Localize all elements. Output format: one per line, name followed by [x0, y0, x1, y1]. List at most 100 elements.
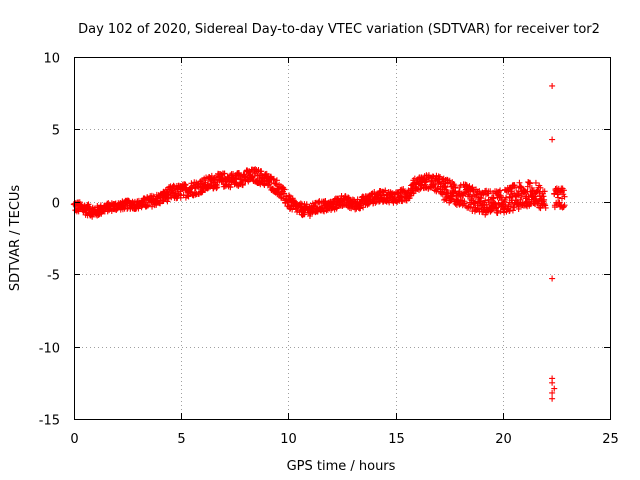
data-point — [241, 171, 248, 178]
data-point — [540, 193, 547, 200]
data-point — [515, 191, 522, 198]
late-cluster-point — [561, 202, 568, 209]
data-point — [470, 187, 477, 194]
data-point — [213, 185, 220, 192]
data-point — [502, 203, 509, 210]
data-point — [510, 204, 517, 211]
data-point — [521, 189, 528, 196]
outlier-point — [549, 389, 556, 396]
data-point — [85, 201, 92, 208]
data-point — [537, 205, 544, 212]
data-point — [443, 176, 450, 183]
data-point — [509, 207, 516, 214]
data-point — [439, 191, 446, 198]
x-tick-label: 15 — [388, 432, 405, 447]
data-point — [541, 188, 548, 195]
data-point — [446, 199, 453, 206]
x-tick-label: 20 — [495, 432, 512, 447]
data-point — [450, 192, 457, 199]
data-point — [497, 187, 504, 194]
data-point — [542, 204, 549, 211]
x-axis-title: GPS time / hours — [287, 459, 396, 474]
data-point — [435, 179, 442, 186]
data-point — [198, 189, 205, 196]
data-point — [459, 197, 466, 204]
data-point — [513, 197, 520, 204]
data-point — [411, 175, 418, 182]
data-point — [537, 184, 544, 191]
axis-ticks — [74, 57, 611, 420]
data-point — [239, 181, 246, 188]
data-point — [145, 202, 152, 209]
data-point — [428, 178, 435, 185]
data-point — [164, 198, 171, 205]
data-point — [310, 203, 317, 210]
grid-lines — [74, 57, 610, 419]
y-tick-label: -10 — [39, 342, 60, 357]
data-point — [452, 200, 459, 207]
outlier-point — [549, 395, 556, 402]
data-point — [185, 193, 192, 200]
data-point — [516, 179, 523, 186]
data-point — [221, 170, 228, 177]
data-point — [490, 195, 497, 202]
data-point — [526, 180, 533, 187]
data-point — [177, 194, 184, 201]
outlier-point — [549, 82, 556, 89]
data-point — [532, 197, 539, 204]
data-point — [480, 206, 487, 213]
y-tick-label: -15 — [39, 414, 60, 429]
data-point — [488, 207, 495, 214]
late-cluster-point — [560, 187, 567, 194]
data-point — [168, 194, 175, 201]
data-point — [425, 172, 432, 179]
data-point — [471, 208, 478, 215]
data-point — [470, 200, 477, 207]
data-point — [536, 204, 543, 211]
data-point — [516, 201, 523, 208]
x-tick-label: 10 — [280, 432, 297, 447]
y-tick-labels: -15 -10 -5 0 5 10 — [39, 52, 60, 429]
data-point — [450, 180, 457, 187]
outlier-point — [549, 379, 556, 386]
x-tick-label: 25 — [602, 432, 619, 447]
data-point — [346, 195, 353, 202]
data-point — [495, 207, 502, 214]
data-point — [487, 208, 494, 215]
data-point — [218, 171, 225, 178]
data-point — [435, 173, 442, 180]
data-point — [442, 184, 449, 191]
data-point — [482, 197, 489, 204]
data-point — [382, 187, 389, 194]
outlier-point — [551, 385, 558, 392]
data-point — [465, 191, 472, 198]
data-point — [504, 206, 511, 213]
data-point — [283, 193, 290, 200]
chart-title: Day 102 of 2020, Sidereal Day-to-day VTE… — [78, 22, 600, 37]
x-tick-label: 0 — [70, 432, 78, 447]
data-point — [527, 200, 534, 207]
x-tick-labels: 0 5 10 15 20 25 — [70, 432, 618, 447]
data-point — [182, 181, 189, 188]
data-point — [541, 200, 548, 207]
data-point — [515, 205, 522, 212]
data-points — [70, 82, 568, 402]
data-point — [517, 184, 524, 191]
data-point — [532, 179, 539, 186]
data-point — [456, 201, 463, 208]
late-cluster-point — [556, 199, 563, 206]
data-point — [301, 211, 308, 218]
data-point — [227, 184, 234, 191]
data-point — [473, 206, 480, 213]
y-tick-label: 0 — [52, 197, 60, 212]
data-point — [540, 201, 547, 208]
data-point — [89, 213, 96, 220]
data-point — [475, 205, 482, 212]
x-tick-label: 5 — [177, 432, 185, 447]
data-point — [461, 200, 468, 207]
outlier-point — [549, 275, 556, 282]
data-point — [531, 194, 538, 201]
data-point — [286, 192, 293, 199]
data-point — [464, 204, 471, 211]
